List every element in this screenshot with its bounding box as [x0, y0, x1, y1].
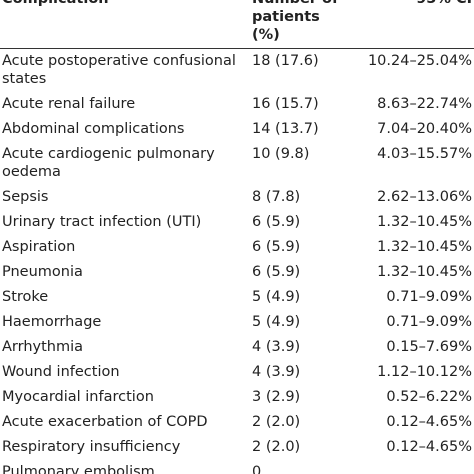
table-cell: Myocardial infarction	[2, 389, 154, 405]
table-row: Wound infection 4 (3.9) 1.12–10.12%	[0, 360, 474, 385]
table-row: Acute cardiogenic pulmonary oedema 10 (9.…	[0, 142, 474, 185]
table-cell: Acute exacerbation of COPD	[2, 414, 208, 430]
table-row: Haemorrhage 5 (4.9) 0.71–9.09%	[0, 310, 474, 335]
header-cell: Complication	[0, 0, 242, 49]
table-row: Abdominal complications 14 (13.7) 7.04–20.…	[0, 117, 474, 142]
table-cell: Acute postoperative confusional states	[2, 53, 236, 87]
table-cell: 0.52–6.22%	[386, 389, 472, 405]
table-row: Arrhythmia 4 (3.9) 0.15–7.69%	[0, 335, 474, 360]
header-row: ComplicationNumber of patients (%)95% CI	[0, 0, 474, 49]
table-cell: Urinary tract infection (UTI)	[2, 214, 202, 230]
table-cell: 0	[252, 464, 262, 474]
table-row: Acute exacerbation of COPD 2 (2.0) 0.12–4.…	[0, 410, 474, 435]
header-cell: 95% CI	[350, 0, 474, 49]
table-cell: 0.71–9.09%	[386, 289, 472, 305]
table-cell: 10 (9.8)	[252, 146, 310, 162]
table-cell: Acute cardiogenic pulmonary oedema	[2, 146, 215, 180]
table-cell: 2 (2.0)	[252, 414, 301, 430]
table-row: Acute postoperative confusional states 18…	[0, 48, 474, 92]
table-row: Myocardial infarction 3 (2.9) 0.52–6.22%	[0, 385, 474, 410]
table-cell: 2 (2.0)	[252, 439, 301, 455]
table-cell: Stroke	[2, 289, 49, 305]
table-cell: Sepsis	[2, 189, 49, 205]
table-cell: 6 (5.9)	[252, 264, 301, 280]
table-cell: 4.03–15.57%	[377, 146, 472, 162]
table-cell: Respiratory insufficiency	[2, 439, 181, 455]
table-cell: 18 (17.6)	[252, 53, 319, 69]
table-cell: 14 (13.7)	[252, 121, 319, 137]
table-cell: 10.24–25.04%	[367, 53, 472, 69]
table-cell: 5 (4.9)	[252, 314, 301, 330]
table-row: Acute renal failure 16 (15.7) 8.63–22.74%	[0, 92, 474, 117]
table-cell: Acute renal failure	[2, 96, 136, 112]
table-cell	[350, 460, 474, 474]
table-cell: 1.32–10.45%	[377, 214, 472, 230]
table-cell: 6 (5.9)	[252, 239, 301, 255]
table-cell: 7.04–20.40%	[377, 121, 472, 137]
table-cell: Aspiration	[2, 239, 76, 255]
table-cell: 1.32–10.45%	[377, 239, 472, 255]
table-cell: 0.15–7.69%	[386, 339, 472, 355]
table-cell: 2.62–13.06%	[377, 189, 472, 205]
table-cell: 0.12–4.65%	[386, 439, 472, 455]
table-cell: Haemorrhage	[2, 314, 102, 330]
table-cell: 4 (3.9)	[252, 364, 301, 380]
table-row: Aspiration 6 (5.9) 1.32–10.45%	[0, 235, 474, 260]
table-cell: 0.71–9.09%	[386, 314, 472, 330]
table-cell: 4 (3.9)	[252, 339, 301, 355]
table-cell: Abdominal complications	[2, 121, 185, 137]
table-cell: 0.12–4.65%	[386, 414, 472, 430]
table-cell: 3 (2.9)	[252, 389, 301, 405]
table-cell: Wound infection	[2, 364, 120, 380]
table-cell: 6 (5.9)	[252, 214, 301, 230]
table-row: Urinary tract infection (UTI) 6 (5.9) 1.32…	[0, 210, 474, 235]
table-cell: Pulmonary embolism	[2, 464, 155, 474]
table-cell: 8.63–22.74%	[377, 96, 472, 112]
table-cell: 16 (15.7)	[252, 96, 319, 112]
table-cell: Pneumonia	[2, 264, 83, 280]
table-cell: 1.12–10.12%	[377, 364, 472, 380]
table-cell: Arrhythmia	[2, 339, 84, 355]
table-row: Stroke 5 (4.9) 0.71–9.09%	[0, 285, 474, 310]
table-row: Respiratory insufficiency 2 (2.0) 0.12–4.6…	[0, 435, 474, 460]
table-cell: 1.32–10.45%	[377, 264, 472, 280]
header-cell: Number of patients (%)	[242, 0, 350, 49]
table-row: Sepsis 8 (7.8) 2.62–13.06%	[0, 185, 474, 210]
table-row: Pulmonary embolism 0	[0, 460, 474, 474]
table-row: Pneumonia 6 (5.9) 1.32–10.45%	[0, 260, 474, 285]
table-cell: 5 (4.9)	[252, 289, 301, 305]
table-cell: 8 (7.8)	[252, 189, 301, 205]
